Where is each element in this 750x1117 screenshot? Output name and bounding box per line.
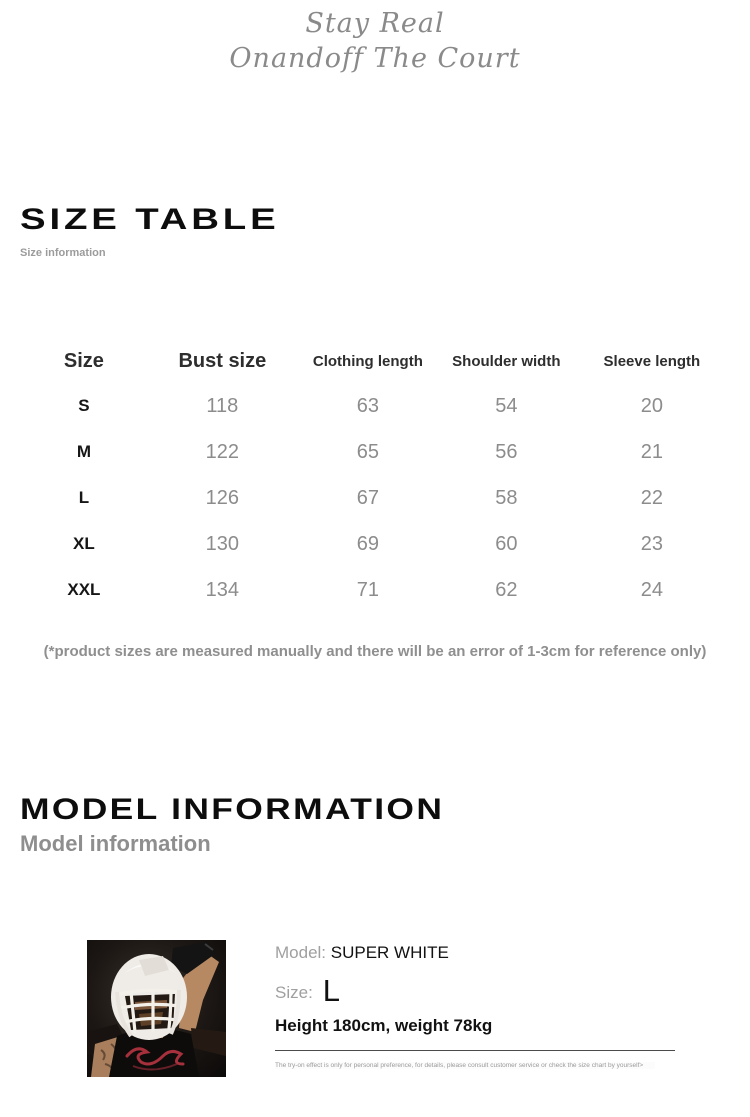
- size-table: Size Bust size Clothing length Shoulder …: [20, 339, 730, 613]
- value-l-length: 67: [356, 486, 380, 509]
- value-xxl-length: 71: [356, 578, 380, 601]
- col-header-clothing-length: Clothing length: [312, 352, 423, 370]
- measurement-note: (*product sizes are measured manually an…: [43, 643, 707, 660]
- value-m-length: 65: [356, 440, 380, 463]
- try-on-disclaimer: The try-on effect is only for personal p…: [275, 1062, 655, 1069]
- size-label-l: L: [78, 488, 90, 507]
- value-xxl-sleeve: 24: [640, 578, 663, 601]
- value-s-shoulder: 54: [495, 394, 518, 417]
- size-label-s: S: [78, 396, 90, 415]
- brand-line-2: Onandoff The Court: [229, 43, 521, 74]
- value-l-bust: 126: [205, 486, 240, 509]
- size-label-xl: XL: [73, 534, 95, 553]
- football-player-photo-illustration: [87, 940, 226, 1077]
- size-label: Size:: [275, 983, 313, 1002]
- value-xl-sleeve: 23: [640, 532, 663, 555]
- value-m-shoulder: 56: [495, 440, 518, 463]
- brand-header: Stay Real Onandoff The Court: [0, 6, 750, 76]
- value-xl-bust: 130: [205, 532, 240, 555]
- value-m-bust: 122: [205, 440, 240, 463]
- col-header-size: Size: [63, 349, 104, 372]
- model-name-line: Model: SUPER WHITE: [275, 943, 735, 963]
- value-xl-shoulder: 60: [495, 532, 518, 555]
- col-header-sleeve-length: Sleeve length: [603, 352, 701, 370]
- size-label-m: M: [76, 442, 91, 461]
- model-body-stats: Height 180cm, weight 78kg: [275, 1016, 493, 1035]
- divider: [275, 1050, 675, 1051]
- col-header-shoulder-width: Shoulder width: [452, 352, 561, 370]
- value-s-sleeve: 20: [640, 394, 663, 417]
- brand-line-1: Stay Real: [305, 8, 445, 39]
- value-xxl-shoulder: 62: [495, 578, 518, 601]
- size-table-subtitle: Size information: [20, 247, 106, 259]
- col-header-bust: Bust size: [178, 349, 267, 372]
- value-xl-length: 69: [356, 532, 380, 555]
- value-s-length: 63: [356, 394, 380, 417]
- model-photo: [87, 940, 226, 1077]
- value-m-sleeve: 21: [640, 440, 663, 463]
- model-size-value: L: [322, 973, 341, 1008]
- model-info-subtitle: Model information: [20, 831, 211, 856]
- value-l-sleeve: 22: [640, 486, 663, 509]
- model-name: SUPER WHITE: [330, 943, 449, 962]
- value-xxl-bust: 134: [205, 578, 240, 601]
- value-l-shoulder: 58: [495, 486, 518, 509]
- size-label-xxl: XXL: [67, 580, 101, 599]
- model-label: Model:: [275, 943, 327, 962]
- model-details: Model: SUPER WHITE Size: L Height 180cm,…: [275, 940, 735, 1069]
- model-info-title: MODEL INFORMATION: [20, 793, 445, 826]
- model-size-line: Size: L: [275, 973, 735, 1008]
- size-table-title: SIZE TABLE: [20, 203, 280, 236]
- value-s-bust: 118: [206, 394, 239, 417]
